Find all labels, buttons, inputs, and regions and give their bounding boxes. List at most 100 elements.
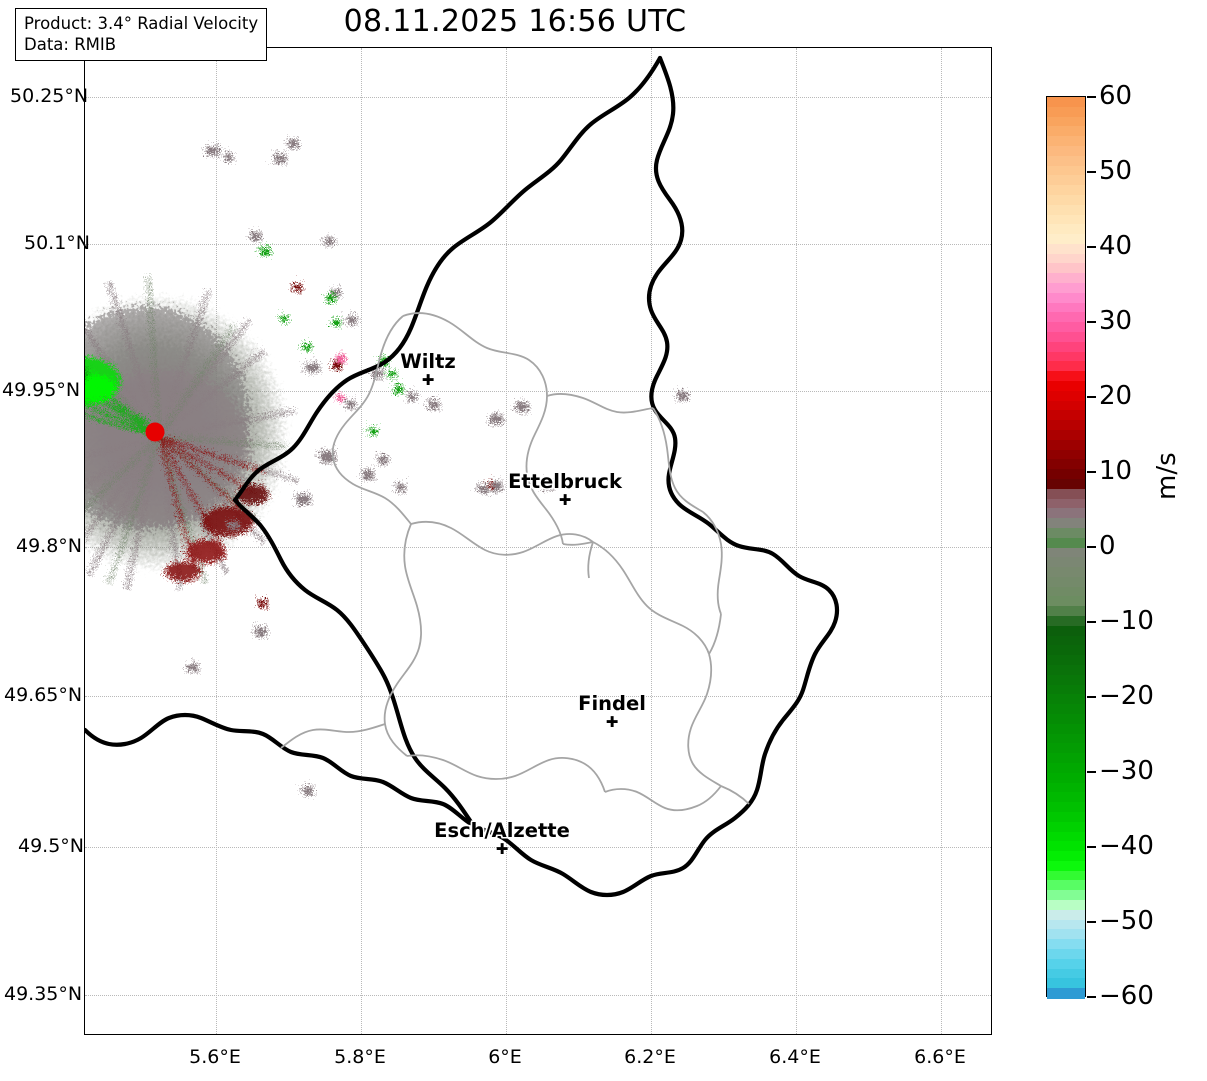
colorbar-segment <box>1047 488 1085 500</box>
colorbar-segment <box>1047 723 1085 735</box>
colorbar-segment <box>1047 949 1085 961</box>
y-tick-label: 49.5°N <box>18 835 85 857</box>
gridline-vertical <box>651 48 653 1034</box>
y-tick-label: 49.35°N <box>4 983 83 1005</box>
city-name: Esch/Alzette <box>434 819 570 842</box>
colorbar-tick-label: −10 <box>1099 606 1154 636</box>
colorbar-segment <box>1047 586 1085 598</box>
colorbar-segment <box>1047 527 1085 539</box>
radar-site-marker <box>145 422 165 442</box>
colorbar-tick-label: 0 <box>1099 531 1116 561</box>
y-tick-label: 49.95°N <box>2 379 81 401</box>
colorbar-segment <box>1047 851 1085 863</box>
gridline-horizontal <box>85 97 991 99</box>
colorbar-tick-label: 30 <box>1099 306 1133 336</box>
colorbar-tick-label: 40 <box>1099 231 1133 261</box>
colorbar-segment <box>1047 400 1085 412</box>
y-tick-label: 49.65°N <box>4 684 83 706</box>
colorbar-tick: 40 <box>1087 231 1132 261</box>
colorbar-segment <box>1047 283 1085 295</box>
colorbar-tick: 20 <box>1087 381 1132 411</box>
colorbar-segment <box>1047 410 1085 422</box>
colorbar-tick-label: −20 <box>1099 681 1154 711</box>
colorbar-segment <box>1047 831 1085 843</box>
colorbar-segment <box>1047 821 1085 833</box>
colorbar-segment <box>1047 860 1085 872</box>
product-line: Product: 3.4° Radial Velocity <box>24 14 259 33</box>
colorbar-tick-label: 60 <box>1099 81 1133 111</box>
colorbar-tick: −50 <box>1087 906 1154 936</box>
map-canvas <box>85 48 991 1034</box>
colorbar-segment <box>1047 674 1085 686</box>
data-source-line: Data: RMIB <box>24 35 117 55</box>
city-marker-icon: ✚ <box>421 371 435 389</box>
city-label-findel: Findel ✚ <box>578 692 646 730</box>
colorbar-segment <box>1047 478 1085 490</box>
colorbar-segment <box>1047 625 1085 637</box>
colorbar-segment <box>1047 351 1085 363</box>
colorbar-segment <box>1047 224 1085 236</box>
colorbar-tick-label: 10 <box>1099 456 1133 486</box>
colorbar-segment <box>1047 253 1085 265</box>
colorbar-segment <box>1047 870 1085 882</box>
gridline-horizontal <box>85 995 991 997</box>
colorbar-segment <box>1047 958 1085 970</box>
colorbar-tick: −40 <box>1087 831 1154 861</box>
colorbar-segment <box>1047 263 1085 275</box>
colorbar-segment <box>1047 381 1085 392</box>
colorbar-tick-label: −50 <box>1099 906 1154 936</box>
gridline-horizontal <box>85 847 991 849</box>
colorbar-segment <box>1047 194 1085 206</box>
colorbar-segment <box>1047 645 1085 657</box>
city-name: Ettelbruck <box>508 470 622 493</box>
x-tick-label: 6.4°E <box>769 1046 821 1068</box>
colorbar-segment <box>1047 665 1085 677</box>
colorbar-segment <box>1047 126 1085 138</box>
colorbar-segment <box>1047 802 1085 814</box>
colorbar-segment <box>1047 292 1085 304</box>
colorbar-segment <box>1047 518 1085 530</box>
colorbar-segment <box>1047 420 1085 432</box>
colorbar-segment <box>1047 704 1085 716</box>
colorbar-segment <box>1047 968 1085 980</box>
city-marker-icon: ✚ <box>605 713 619 731</box>
x-tick-label: 6.2°E <box>624 1046 676 1068</box>
velocity-colorbar <box>1046 96 1086 1000</box>
colorbar-segment <box>1047 557 1085 569</box>
colorbar-segment <box>1047 273 1085 285</box>
colorbar-segment <box>1047 890 1085 902</box>
city-label-ettelbruck: Ettelbruck ✚ <box>508 470 622 508</box>
colorbar-tick-label: −30 <box>1099 756 1154 786</box>
colorbar-segment <box>1047 929 1085 941</box>
colorbar-segment <box>1047 713 1085 725</box>
colorbar-segment <box>1047 175 1085 187</box>
product-info-box: Product: 3.4° Radial Velocity Data: RMIB <box>15 8 268 62</box>
colorbar-segment <box>1047 880 1085 892</box>
colorbar-segment <box>1047 498 1085 510</box>
colorbar-tick: 60 <box>1087 81 1132 111</box>
colorbar-segment <box>1047 429 1085 441</box>
colorbar-segment <box>1047 684 1085 696</box>
colorbar-tick-label: −60 <box>1099 981 1154 1011</box>
colorbar-segment <box>1047 459 1085 471</box>
city-marker-icon: ✚ <box>495 840 509 858</box>
gridline-vertical <box>361 48 363 1034</box>
x-tick-label: 5.6°E <box>189 1046 241 1068</box>
city-label-wiltz: Wiltz ✚ <box>400 350 456 388</box>
city-name: Findel <box>578 692 646 715</box>
gridline-horizontal <box>85 244 991 246</box>
city-name: Wiltz <box>400 350 456 373</box>
colorbar-segment <box>1047 390 1085 402</box>
colorbar-segment <box>1047 694 1085 706</box>
colorbar-tick: 10 <box>1087 456 1132 486</box>
colorbar-segment <box>1047 978 1085 990</box>
colorbar-segment <box>1047 919 1085 931</box>
colorbar-tick: −60 <box>1087 981 1154 1011</box>
colorbar-segment <box>1047 449 1085 461</box>
colorbar-segment <box>1047 772 1085 784</box>
colorbar-segment <box>1047 635 1085 647</box>
colorbar-segment <box>1047 909 1085 921</box>
gridline-horizontal <box>85 391 991 393</box>
colorbar-segment <box>1047 743 1085 755</box>
